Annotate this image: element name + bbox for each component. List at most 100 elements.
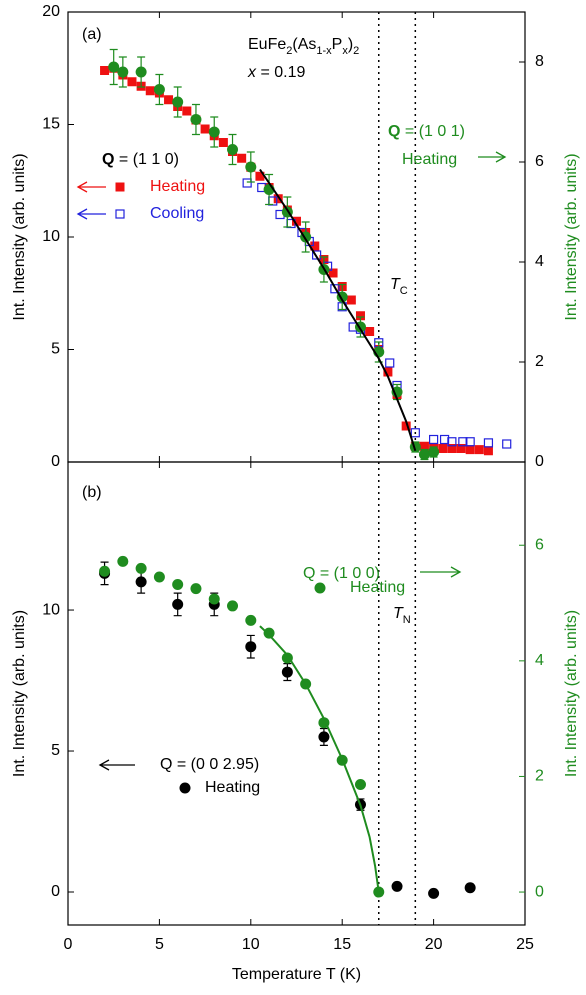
- data-point: [135, 66, 147, 78]
- x-tick-label: 5: [155, 936, 164, 953]
- data-point: [458, 437, 468, 447]
- data-point: [385, 358, 395, 368]
- y-axis-label: Int. Intensity (arb. units): [11, 153, 28, 320]
- data-point: [108, 61, 120, 73]
- annotation-part: (b): [82, 484, 102, 501]
- y2-tick-label: 2: [535, 768, 544, 785]
- annotation: Q = (0 0 2.95): [160, 756, 259, 773]
- annotation: TC: [390, 276, 408, 297]
- y2-tick-label: 0: [535, 453, 544, 470]
- data-point: [100, 66, 110, 75]
- legend-marker: [115, 209, 125, 219]
- data-point: [312, 250, 322, 260]
- data-point: [99, 565, 111, 577]
- data-point: [447, 437, 457, 447]
- data-point: [483, 438, 494, 448]
- plot-frame: [67, 461, 526, 926]
- data-point: [419, 441, 429, 451]
- data-point: [227, 600, 239, 612]
- annotation-part: x: [247, 64, 257, 81]
- data-point: [292, 216, 301, 226]
- data-point: [227, 144, 239, 155]
- legend-arrow-head: [76, 208, 88, 220]
- annotation-part: N: [403, 614, 411, 626]
- legend-arrow-head: [495, 151, 507, 163]
- legend-arrow-head: [76, 181, 88, 193]
- data-point: [318, 731, 330, 743]
- annotation: x = 0.19: [247, 64, 305, 81]
- legend-marker: [179, 782, 191, 794]
- annotation-part: 2: [353, 45, 359, 57]
- x-tick-label: 25: [516, 936, 534, 953]
- data-point: [182, 106, 192, 116]
- data-point: [438, 444, 448, 453]
- y-axis-label: Int. Intensity (arb. units): [11, 610, 28, 777]
- data-point: [117, 555, 129, 567]
- annotation-part: Q = (1 0 0): [303, 565, 380, 582]
- y-tick-label: 0: [51, 883, 60, 900]
- legend-marker: [314, 582, 326, 594]
- y2-tick-label: 2: [535, 353, 544, 370]
- data-point: [218, 138, 228, 147]
- y-tick-label: 0: [51, 453, 60, 470]
- annotation: (b): [82, 484, 102, 501]
- legend-label: Heating: [205, 779, 260, 796]
- y-tick-label: 15: [42, 116, 60, 133]
- annotation-part: C: [400, 285, 408, 297]
- legend-marker: [115, 182, 125, 192]
- data-point: [190, 114, 202, 125]
- data-point: [465, 445, 475, 455]
- data-point: [245, 161, 257, 173]
- y2-axis-label: Int. Intensity (arb. units): [563, 153, 580, 320]
- data-point: [502, 439, 512, 449]
- data-point: [242, 178, 252, 188]
- y-tick-label: 20: [42, 3, 60, 20]
- data-point: [263, 627, 275, 639]
- data-point: [354, 779, 366, 791]
- data-point: [428, 446, 440, 458]
- x-axis-label: Temperature T (K): [232, 966, 361, 983]
- annotation-part: (As: [292, 36, 316, 53]
- data-point: [200, 124, 210, 134]
- data-point: [310, 241, 320, 251]
- annotation-part: 2: [286, 45, 292, 57]
- y2-tick-label: 0: [535, 883, 544, 900]
- data-point: [208, 126, 220, 138]
- annotation-part: Q = (0 0 2.95): [160, 756, 259, 773]
- annotation-part: EuFe: [248, 36, 286, 53]
- annotation: Q = (1 0 0): [303, 565, 380, 582]
- legend-arrow-head: [98, 759, 110, 771]
- data-point: [391, 880, 403, 892]
- data-point: [328, 268, 338, 278]
- annotation-part: Q: [388, 123, 400, 140]
- data-point: [190, 583, 202, 595]
- data-point: [410, 428, 420, 438]
- data-point: [483, 446, 493, 456]
- y2-tick-label: 6: [535, 536, 544, 553]
- fit-line: [259, 168, 417, 452]
- data-point: [208, 593, 220, 605]
- data-point: [281, 666, 293, 678]
- data-point: [429, 434, 439, 445]
- annotation: Q = (1 1 0): [102, 151, 179, 168]
- annotation-part: = 0.19: [256, 64, 305, 81]
- data-point: [273, 194, 283, 204]
- data-point: [330, 284, 340, 294]
- data-point: [428, 887, 440, 899]
- data-point: [135, 562, 147, 574]
- data-point: [172, 598, 184, 610]
- data-point: [383, 367, 393, 377]
- x-tick-label: 10: [242, 936, 260, 953]
- y-tick-label: 5: [51, 742, 60, 759]
- annotation-part: (a): [82, 26, 102, 43]
- data-point: [365, 327, 375, 336]
- y-tick-label: 5: [51, 341, 60, 358]
- x-tick-label: 15: [333, 936, 351, 953]
- annotation: TN: [393, 605, 411, 626]
- data-point: [245, 614, 257, 626]
- annotation-part: P: [332, 36, 343, 53]
- data-point: [456, 444, 466, 453]
- data-point: [127, 77, 137, 87]
- y2-tick-label: 6: [535, 153, 544, 170]
